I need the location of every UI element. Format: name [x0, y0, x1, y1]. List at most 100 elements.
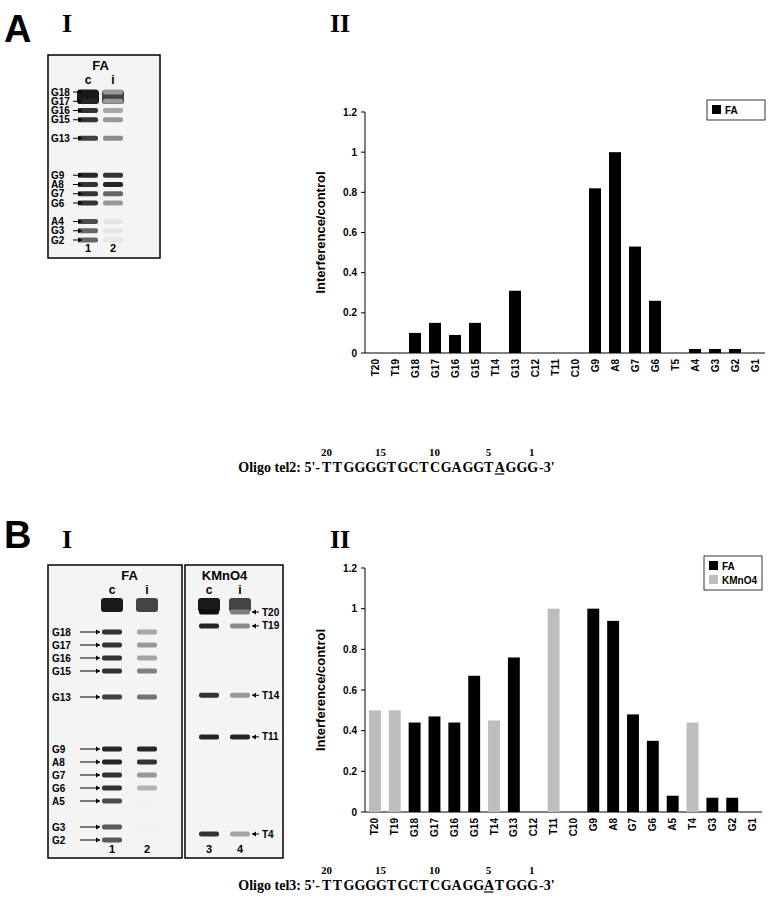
y-tick — [361, 730, 365, 731]
band-label: G2 — [52, 835, 66, 846]
band-label: A8 — [52, 757, 65, 768]
gel-band — [230, 693, 250, 698]
position-mark: 1 — [529, 446, 535, 458]
band-arrowhead — [78, 182, 82, 187]
bar — [508, 657, 520, 812]
full-length-band — [77, 90, 99, 104]
gel-band — [199, 734, 219, 739]
nucleotide: G — [516, 878, 527, 893]
position-mark: 15 — [375, 864, 387, 876]
bar — [468, 676, 480, 812]
bar — [669, 353, 681, 354]
x-tick-label: G6 — [650, 359, 661, 373]
gel-title: KMnO4 — [202, 568, 248, 583]
gel-band — [137, 630, 157, 635]
y-tick-label: 1.2 — [343, 563, 357, 574]
gel-band — [78, 108, 98, 113]
band-arrowhead — [78, 136, 82, 141]
x-tick-label: G16 — [450, 359, 461, 378]
gel-band — [199, 693, 219, 698]
band-label: G6 — [52, 783, 66, 794]
gel-band — [103, 182, 123, 187]
lane-number: 2 — [144, 843, 150, 855]
y-axis-label: Interference/control — [313, 629, 328, 751]
x-tick-label: T5 — [670, 359, 681, 371]
lane-label: c — [85, 73, 92, 87]
nucleotide: G — [344, 878, 355, 893]
underline — [484, 891, 494, 892]
band-arrowhead — [78, 99, 82, 104]
band-arrowhead — [252, 734, 256, 739]
gel-band — [78, 136, 98, 141]
nucleotide: T — [333, 460, 343, 475]
band-arrowhead — [78, 90, 82, 95]
lane-label: c — [206, 583, 213, 597]
legend: FA — [707, 100, 765, 120]
y-tick — [361, 568, 365, 569]
gel-band — [137, 695, 157, 700]
gel-band — [102, 799, 122, 804]
nucleotide: G — [516, 460, 527, 475]
nucleotide: G — [462, 460, 473, 475]
x-tick-label: T20 — [369, 818, 380, 836]
band-arrowhead — [96, 825, 100, 830]
oligo-prefix: Oligo tel2: 5'- — [238, 460, 320, 475]
bar — [627, 714, 639, 812]
band-label: A5 — [52, 796, 65, 807]
oligo-sequence: TTGGGGTGCTCGAGGATGGG — [322, 878, 538, 893]
band-arrowhead — [96, 747, 100, 752]
gel-band — [103, 136, 123, 141]
legend-swatch — [709, 575, 718, 584]
y-tick-label: 0.2 — [343, 766, 357, 777]
gel-band — [78, 228, 98, 233]
band-arrowhead — [96, 786, 100, 791]
gel-band — [103, 117, 123, 122]
lane-number: 1 — [109, 843, 115, 855]
gel-band — [137, 656, 157, 661]
gel-band — [102, 825, 122, 830]
bar — [429, 323, 441, 353]
position-mark: 20 — [321, 864, 333, 876]
y-tick — [361, 608, 365, 609]
band-arrowhead — [96, 773, 100, 778]
band-label: G15 — [52, 666, 71, 677]
x-tick-label: G2 — [730, 359, 741, 373]
gel-band — [78, 201, 98, 206]
y-tick — [361, 232, 365, 233]
bar — [369, 353, 381, 354]
lane-number: 3 — [206, 843, 212, 855]
nucleotide: C — [408, 878, 418, 893]
bar — [706, 798, 718, 812]
y-tick — [361, 192, 365, 193]
x-tick-label: G9 — [590, 359, 601, 373]
lane-number: 2 — [110, 242, 116, 254]
lane-number: 4 — [237, 843, 244, 855]
full-length-band — [101, 598, 123, 612]
gel-band — [78, 238, 98, 243]
nucleotide: G — [527, 878, 538, 893]
band-arrowhead — [96, 695, 100, 700]
underline — [495, 473, 505, 474]
band-arrowhead — [96, 799, 100, 804]
bar — [389, 710, 401, 812]
x-tick-label: G7 — [630, 359, 641, 373]
position-mark: 10 — [429, 864, 441, 876]
y-axis-label: Interference/control — [313, 171, 328, 293]
x-tick-label: C10 — [568, 818, 579, 837]
gel-band — [199, 610, 219, 615]
gel-band — [102, 695, 122, 700]
position-mark: 1 — [529, 864, 535, 876]
band-arrowhead — [96, 838, 100, 843]
band-label: T11 — [262, 731, 279, 742]
y-tick-label: 0.8 — [343, 187, 357, 198]
band-arrowhead — [78, 228, 82, 233]
band-arrowhead — [78, 173, 82, 178]
gel-band — [230, 734, 250, 739]
legend: FAKMnO4 — [704, 556, 762, 590]
nucleotide: A — [495, 460, 506, 475]
gel-band — [137, 760, 157, 765]
gel-band — [230, 610, 250, 615]
bar — [429, 716, 441, 812]
nucleotide: T — [495, 878, 505, 893]
band-arrowhead — [78, 117, 82, 122]
